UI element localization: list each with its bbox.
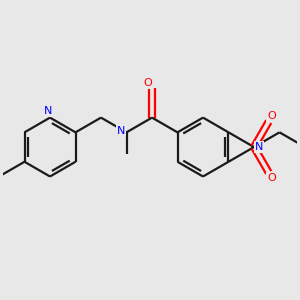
Text: O: O	[267, 111, 276, 121]
Text: N: N	[44, 106, 53, 116]
Text: N: N	[117, 126, 125, 136]
Text: O: O	[143, 78, 152, 88]
Text: O: O	[267, 173, 276, 183]
Text: N: N	[255, 142, 263, 152]
